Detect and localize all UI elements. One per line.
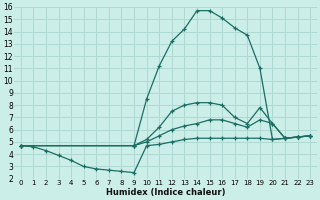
X-axis label: Humidex (Indice chaleur): Humidex (Indice chaleur) (106, 188, 225, 197)
